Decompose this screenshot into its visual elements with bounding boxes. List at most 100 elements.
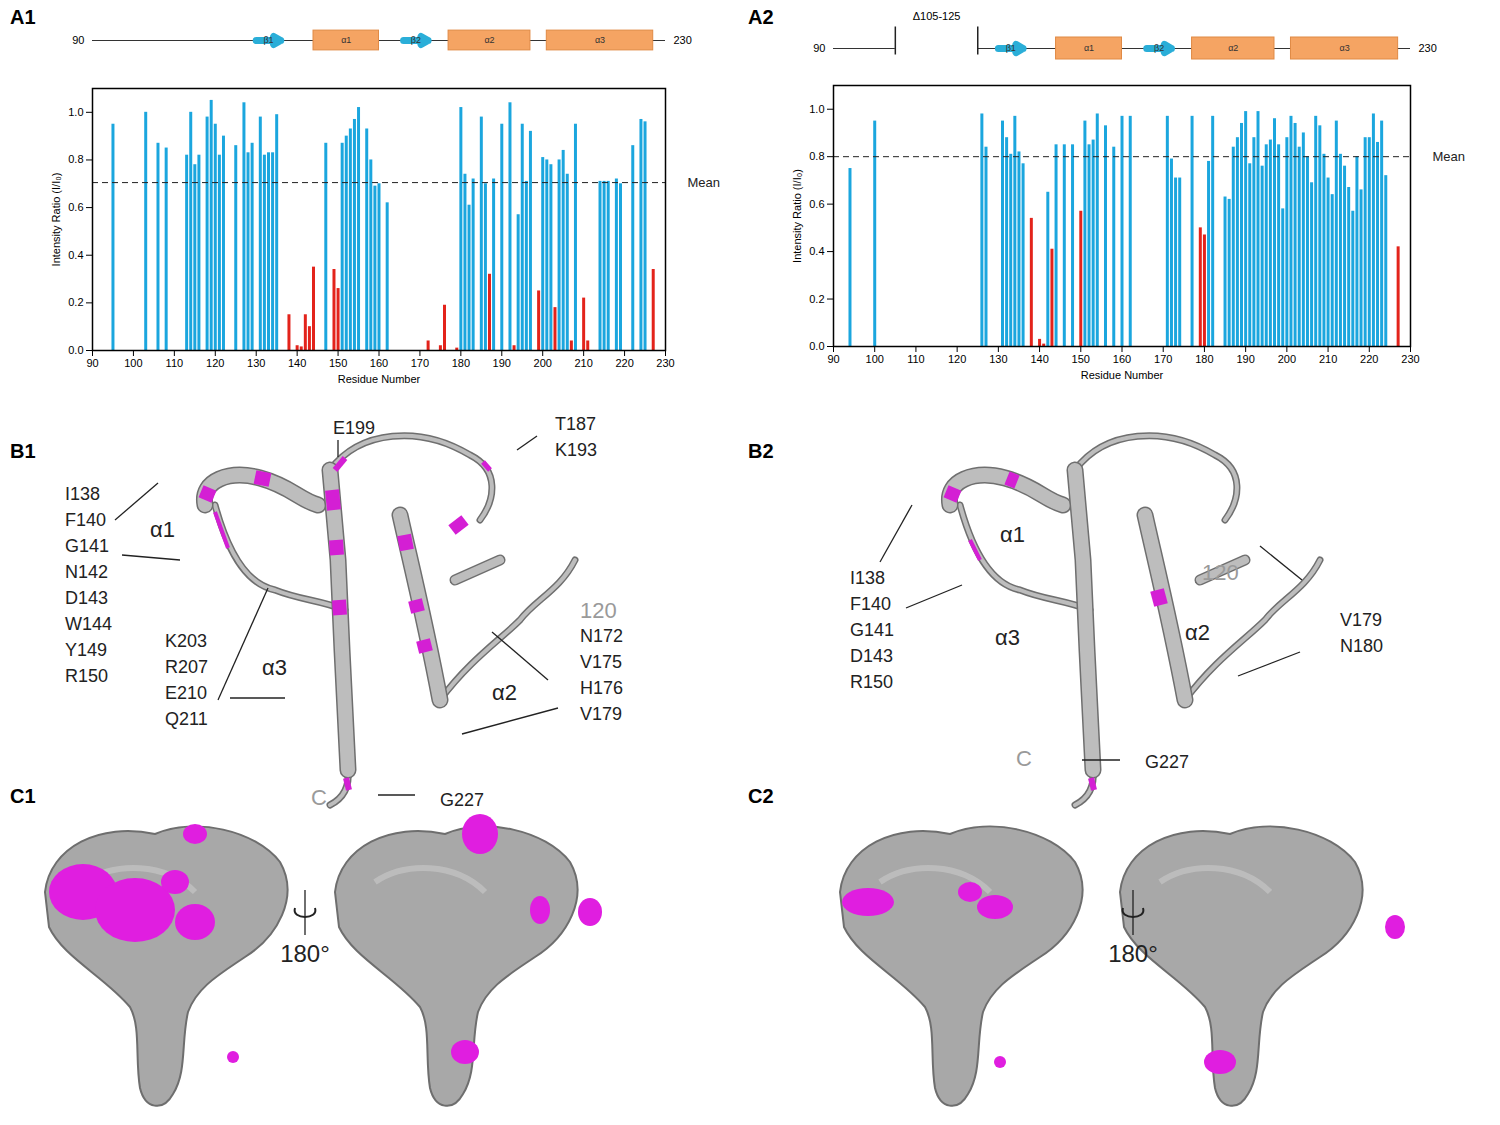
svg-text:T187: T187 [555, 414, 596, 434]
svg-text:0.4: 0.4 [68, 249, 83, 261]
svg-text:Intensity Ratio (I/I₀): Intensity Ratio (I/I₀) [791, 169, 803, 263]
svg-text:α3: α3 [262, 655, 287, 680]
svg-text:0.6: 0.6 [68, 201, 83, 213]
svg-text:100: 100 [866, 353, 884, 365]
svg-text:140: 140 [1030, 353, 1048, 365]
svg-text:140: 140 [288, 357, 306, 369]
svg-text:220: 220 [615, 357, 633, 369]
svg-text:200: 200 [1278, 353, 1296, 365]
svg-text:180: 180 [452, 357, 470, 369]
svg-text:230: 230 [1401, 353, 1419, 365]
svg-text:90: 90 [86, 357, 98, 369]
svg-text:200: 200 [534, 357, 552, 369]
svg-text:α2: α2 [1185, 620, 1210, 645]
svg-text:Intensity Ratio (I/I₀): Intensity Ratio (I/I₀) [50, 173, 62, 267]
svg-text:G141: G141 [65, 536, 109, 556]
svg-text:160: 160 [1113, 353, 1131, 365]
svg-text:I138: I138 [850, 568, 885, 588]
svg-text:120: 120 [948, 353, 966, 365]
svg-text:190: 190 [1236, 353, 1254, 365]
svg-text:E199: E199 [333, 418, 375, 438]
svg-text:V179: V179 [580, 704, 622, 724]
svg-text:210: 210 [1319, 353, 1337, 365]
svg-text:N180: N180 [1340, 636, 1383, 656]
svg-text:230: 230 [1419, 42, 1437, 54]
svg-text:D143: D143 [65, 588, 108, 608]
svg-text:β2: β2 [1154, 43, 1164, 53]
svg-text:G141: G141 [850, 620, 894, 640]
svg-text:α1: α1 [1000, 522, 1025, 547]
svg-text:110: 110 [907, 353, 925, 365]
svg-text:V179: V179 [1340, 610, 1382, 630]
svg-text:H176: H176 [580, 678, 623, 698]
svg-text:0.6: 0.6 [809, 198, 824, 210]
svg-text:Mean: Mean [1433, 149, 1466, 164]
svg-text:150: 150 [1072, 353, 1090, 365]
svg-text:180: 180 [1195, 353, 1213, 365]
svg-text:100: 100 [124, 357, 142, 369]
svg-text:90: 90 [72, 34, 84, 46]
svg-text:210: 210 [574, 357, 592, 369]
svg-text:0.4: 0.4 [809, 245, 824, 257]
svg-text:α2: α2 [1228, 43, 1238, 53]
svg-text:α2: α2 [484, 35, 494, 45]
svg-text:Q211: Q211 [165, 709, 208, 729]
svg-text:R150: R150 [850, 672, 893, 692]
svg-text:Y149: Y149 [65, 640, 107, 660]
svg-text:0.0: 0.0 [68, 344, 83, 356]
svg-text:β1: β1 [1006, 43, 1016, 53]
svg-text:120: 120 [206, 357, 224, 369]
svg-text:220: 220 [1360, 353, 1378, 365]
svg-text:0.2: 0.2 [809, 293, 824, 305]
svg-text:180°: 180° [280, 940, 330, 967]
svg-text:F140: F140 [850, 594, 891, 614]
svg-text:α1: α1 [341, 35, 351, 45]
svg-text:120: 120 [1202, 560, 1239, 585]
svg-text:190: 190 [493, 357, 511, 369]
svg-text:N142: N142 [65, 562, 108, 582]
svg-text:α2: α2 [492, 680, 517, 705]
svg-text:K193: K193 [555, 440, 597, 460]
svg-text:Δ105-125: Δ105-125 [913, 10, 961, 22]
svg-text:Residue Number: Residue Number [1081, 369, 1164, 381]
svg-text:0.8: 0.8 [68, 153, 83, 165]
svg-text:N172: N172 [580, 626, 623, 646]
svg-text:0.2: 0.2 [68, 296, 83, 308]
svg-text:G227: G227 [1145, 752, 1189, 772]
svg-text:α1: α1 [1084, 43, 1094, 53]
svg-text:90: 90 [813, 42, 825, 54]
svg-text:C: C [1016, 746, 1032, 771]
svg-text:170: 170 [411, 357, 429, 369]
svg-text:110: 110 [166, 357, 184, 369]
svg-text:α3: α3 [995, 625, 1020, 650]
svg-text:120: 120 [580, 598, 617, 623]
svg-text:Residue Number: Residue Number [338, 373, 421, 385]
svg-text:160: 160 [370, 357, 388, 369]
svg-text:K203: K203 [165, 631, 207, 651]
svg-text:1.0: 1.0 [68, 106, 83, 118]
svg-text:0.0: 0.0 [809, 340, 824, 352]
svg-text:G227: G227 [440, 790, 484, 810]
svg-text:0.8: 0.8 [809, 150, 824, 162]
svg-text:230: 230 [674, 34, 692, 46]
svg-text:β1: β1 [263, 35, 273, 45]
svg-text:170: 170 [1154, 353, 1172, 365]
svg-text:150: 150 [329, 357, 347, 369]
svg-text:β2: β2 [411, 35, 421, 45]
svg-text:180°: 180° [1108, 940, 1158, 967]
svg-text:130: 130 [989, 353, 1007, 365]
svg-text:V175: V175 [580, 652, 622, 672]
svg-text:W144: W144 [65, 614, 112, 634]
svg-text:1.0: 1.0 [809, 103, 824, 115]
svg-text:D143: D143 [850, 646, 893, 666]
svg-text:F140: F140 [65, 510, 106, 530]
svg-text:Mean: Mean [688, 175, 721, 190]
svg-text:230: 230 [656, 357, 674, 369]
svg-text:C: C [311, 785, 327, 810]
svg-text:90: 90 [827, 353, 839, 365]
svg-text:E210: E210 [165, 683, 207, 703]
svg-text:I138: I138 [65, 484, 100, 504]
svg-text:R150: R150 [65, 666, 108, 686]
svg-text:α1: α1 [150, 517, 175, 542]
svg-text:α3: α3 [595, 35, 605, 45]
